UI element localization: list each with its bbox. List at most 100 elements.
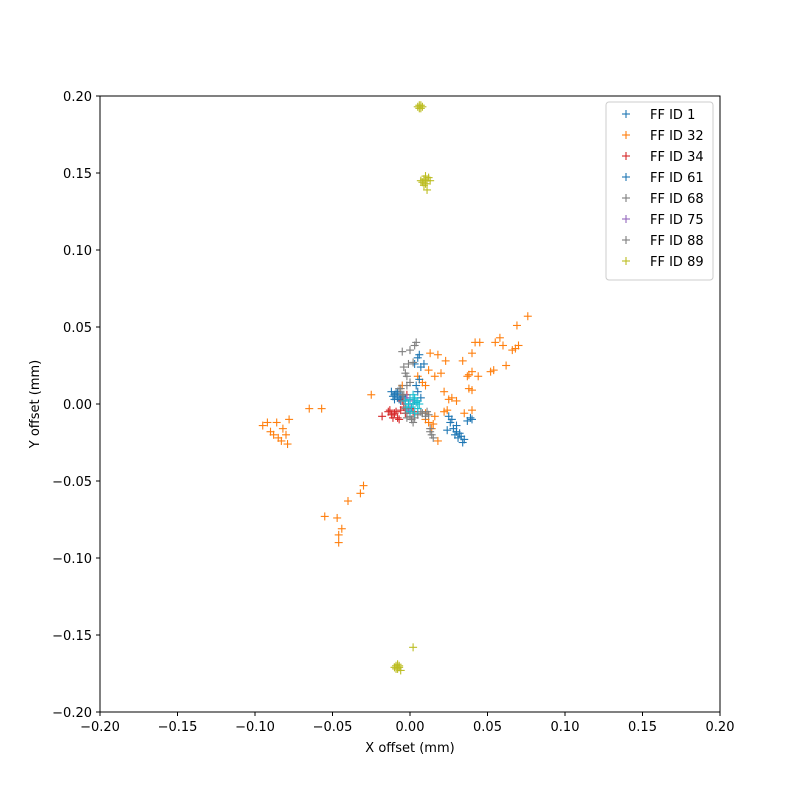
data-point xyxy=(283,440,292,449)
legend-item: FF ID 75 xyxy=(622,213,704,228)
data-point xyxy=(424,410,433,419)
data-point xyxy=(305,404,314,413)
data-point xyxy=(468,415,476,424)
data-point xyxy=(258,421,267,430)
legend-item: FF ID 61 xyxy=(622,171,704,186)
legend-marker xyxy=(622,215,630,223)
x-axis-label: X offset (mm) xyxy=(365,741,454,756)
legend-item: FF ID 89 xyxy=(622,255,704,270)
data-point xyxy=(269,430,278,439)
data-point xyxy=(419,181,428,190)
data-point xyxy=(378,412,387,421)
data-point xyxy=(424,366,433,375)
y-axis-ticks: −0.20 −0.15 −0.10 −0.05 0.00 0.05 0.10 0.15 0.20 xyxy=(52,90,100,721)
legend-item: FF ID 32 xyxy=(622,129,704,144)
data-point xyxy=(443,426,452,435)
legend-marker xyxy=(622,257,630,265)
data-point xyxy=(413,387,422,396)
legend-label: FF ID 34 xyxy=(650,150,704,165)
data-point xyxy=(468,406,476,415)
x-tick-label: 0.15 xyxy=(628,720,657,735)
data-point xyxy=(384,407,393,416)
data-point xyxy=(385,406,394,415)
y-tick-label: 0.20 xyxy=(63,90,92,105)
data-point xyxy=(409,643,418,652)
data-point xyxy=(402,403,411,412)
legend-marker xyxy=(622,236,630,244)
data-point xyxy=(460,409,469,418)
legend-marker xyxy=(622,152,630,160)
data-point xyxy=(466,413,475,422)
data-point xyxy=(333,513,342,522)
data-point xyxy=(392,407,401,416)
data-point xyxy=(415,400,424,408)
data-point xyxy=(502,361,511,370)
data-point xyxy=(468,367,476,376)
x-tick-label: −0.15 xyxy=(158,720,198,735)
data-point xyxy=(491,338,500,347)
y-tick-label: 0.15 xyxy=(63,167,92,182)
data-point xyxy=(317,404,326,413)
x-tick-label: −0.20 xyxy=(80,720,120,735)
legend-label: FF ID 1 xyxy=(650,108,695,123)
data-point xyxy=(412,381,421,390)
data-point xyxy=(409,358,418,367)
y-tick-label: −0.05 xyxy=(52,475,92,490)
data-point xyxy=(444,412,453,421)
data-point xyxy=(433,350,442,359)
data-point xyxy=(337,524,346,533)
legend-label: FF ID 61 xyxy=(650,171,704,186)
data-point xyxy=(424,418,433,427)
legend-item: FF ID 1 xyxy=(622,108,695,123)
y-tick-label: 0.00 xyxy=(63,398,92,413)
data-point xyxy=(419,359,428,368)
data-point xyxy=(499,341,507,350)
x-axis-ticks: −0.20 −0.15 −0.10 −0.05 0.00 0.05 0.10 0.15 0.20 xyxy=(80,712,734,735)
data-point xyxy=(409,390,418,399)
data-point xyxy=(393,413,402,422)
data-point xyxy=(437,369,445,378)
x-tick-label: 0.05 xyxy=(473,720,502,735)
data-point xyxy=(320,512,329,521)
data-point xyxy=(514,341,523,350)
data-point xyxy=(416,176,425,185)
data-point xyxy=(413,404,422,413)
legend-item: FF ID 88 xyxy=(622,234,704,249)
legend-label: FF ID 68 xyxy=(650,192,704,207)
data-point xyxy=(395,384,404,393)
data-point xyxy=(440,387,449,396)
data-point xyxy=(441,356,450,365)
legend-label: FF ID 75 xyxy=(650,213,704,228)
legend-marker xyxy=(622,194,630,202)
series-2 xyxy=(258,312,532,547)
legend: FF ID 1 FF ID 32 FF ID 34 FF ID 61 FF ID 68 F… xyxy=(605,101,714,281)
data-point xyxy=(489,366,498,375)
data-point xyxy=(367,390,376,399)
data-point xyxy=(433,436,442,445)
y-axis-label: Y offset (mm) xyxy=(28,360,43,449)
data-point xyxy=(410,409,419,418)
data-point xyxy=(278,424,287,433)
data-point xyxy=(426,349,435,358)
data-point xyxy=(429,433,438,442)
y-tick-label: −0.15 xyxy=(52,629,92,644)
data-point xyxy=(334,530,343,539)
data-point xyxy=(430,412,439,421)
data-point xyxy=(474,372,483,381)
x-tick-label: 0.00 xyxy=(396,720,425,735)
data-point xyxy=(402,381,411,390)
data-point xyxy=(426,176,435,185)
data-point xyxy=(412,338,421,347)
data-point xyxy=(395,415,404,424)
legend-label: FF ID 89 xyxy=(650,255,704,270)
legend-marker xyxy=(622,131,630,139)
data-point xyxy=(440,407,449,416)
legend-label: FF ID 88 xyxy=(650,234,704,249)
y-tick-label: −0.10 xyxy=(52,552,92,567)
data-point xyxy=(406,346,414,355)
series-9 xyxy=(401,390,424,418)
y-tick-label: −0.20 xyxy=(52,706,92,721)
legend-box xyxy=(605,101,714,281)
